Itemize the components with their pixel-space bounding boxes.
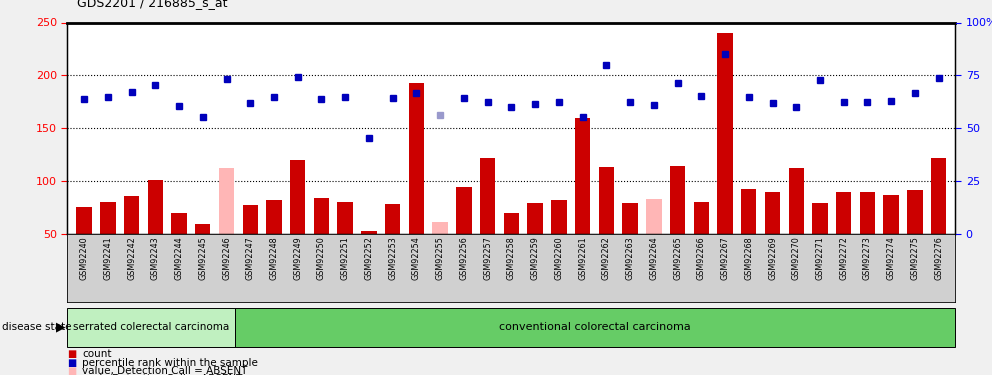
Text: ■: ■	[67, 374, 76, 375]
Bar	[235, 308, 955, 347]
Bar	[930, 158, 946, 234]
Text: GSM92270: GSM92270	[792, 236, 801, 280]
Text: GSM92265: GSM92265	[673, 236, 682, 280]
Text: GSM92245: GSM92245	[198, 236, 207, 280]
Text: GSM92256: GSM92256	[459, 236, 468, 280]
Bar	[836, 192, 851, 234]
Bar	[884, 195, 899, 234]
Text: GSM92243: GSM92243	[151, 236, 160, 280]
Bar	[646, 200, 662, 234]
Text: GSM92273: GSM92273	[863, 236, 872, 280]
Bar	[456, 187, 471, 234]
Bar	[860, 192, 875, 234]
Text: GSM92250: GSM92250	[317, 236, 326, 280]
Bar	[908, 190, 923, 234]
Bar	[812, 202, 827, 234]
Bar	[504, 213, 519, 234]
Text: GSM92267: GSM92267	[720, 236, 729, 280]
Text: GSM92261: GSM92261	[578, 236, 587, 280]
Bar	[195, 224, 210, 234]
Text: GSM92259: GSM92259	[531, 236, 540, 280]
Text: GSM92249: GSM92249	[294, 236, 303, 280]
Text: GSM92252: GSM92252	[364, 236, 373, 280]
Bar	[528, 202, 543, 234]
Text: GDS2201 / 216885_s_at: GDS2201 / 216885_s_at	[77, 0, 228, 9]
Text: value, Detection Call = ABSENT: value, Detection Call = ABSENT	[82, 366, 248, 375]
Text: serrated colerectal carcinoma: serrated colerectal carcinoma	[73, 322, 229, 332]
Text: GSM92254: GSM92254	[412, 236, 421, 280]
Text: GSM92262: GSM92262	[602, 236, 611, 280]
Bar	[337, 201, 353, 234]
Text: GSM92266: GSM92266	[696, 236, 705, 280]
Text: GSM92257: GSM92257	[483, 236, 492, 280]
Text: GSM92260: GSM92260	[555, 236, 563, 280]
Bar	[313, 198, 329, 234]
Bar	[242, 205, 258, 234]
Text: ■: ■	[67, 350, 76, 359]
Text: GSM92258: GSM92258	[507, 236, 516, 280]
Bar	[480, 158, 495, 234]
Bar	[290, 160, 306, 234]
Text: GSM92241: GSM92241	[103, 236, 112, 280]
Text: GSM92276: GSM92276	[934, 236, 943, 280]
Text: GSM92268: GSM92268	[744, 236, 753, 280]
Text: conventional colorectal carcinoma: conventional colorectal carcinoma	[500, 322, 691, 332]
Text: GSM92247: GSM92247	[246, 236, 255, 280]
Bar	[717, 33, 733, 234]
Bar	[100, 201, 115, 234]
Bar	[433, 222, 447, 234]
Text: GSM92251: GSM92251	[340, 236, 350, 280]
Bar	[148, 180, 163, 234]
Bar	[361, 231, 377, 234]
Text: ■: ■	[67, 366, 76, 375]
Text: GSM92269: GSM92269	[768, 236, 777, 280]
Bar	[266, 201, 282, 234]
Bar	[622, 202, 638, 234]
Bar	[552, 201, 566, 234]
Text: GSM92264: GSM92264	[650, 236, 659, 280]
Text: GSM92246: GSM92246	[222, 236, 231, 280]
Bar	[741, 189, 757, 234]
Text: ▶: ▶	[56, 321, 65, 334]
Text: GSM92253: GSM92253	[388, 236, 397, 280]
Text: GSM92248: GSM92248	[270, 236, 279, 280]
Text: GSM92240: GSM92240	[79, 236, 88, 280]
Bar	[172, 213, 186, 234]
Text: GSM92274: GSM92274	[887, 236, 896, 280]
Text: GSM92272: GSM92272	[839, 236, 848, 280]
Text: disease state: disease state	[2, 322, 71, 332]
Bar	[76, 207, 92, 234]
Bar	[124, 196, 139, 234]
Text: GSM92244: GSM92244	[175, 236, 184, 280]
Bar	[219, 168, 234, 234]
Text: GSM92242: GSM92242	[127, 236, 136, 280]
Bar	[385, 204, 401, 234]
Bar	[693, 201, 709, 234]
Bar	[598, 166, 614, 234]
Text: percentile rank within the sample: percentile rank within the sample	[82, 358, 258, 368]
Text: rank, Detection Call = ABSENT: rank, Detection Call = ABSENT	[82, 374, 243, 375]
Bar	[409, 83, 425, 234]
Text: count: count	[82, 350, 112, 359]
Text: GSM92263: GSM92263	[626, 236, 635, 280]
Text: ■: ■	[67, 358, 76, 368]
Bar	[575, 118, 590, 234]
Bar	[789, 168, 804, 234]
Text: GSM92255: GSM92255	[435, 236, 444, 280]
Bar	[670, 165, 685, 234]
Bar	[67, 308, 235, 347]
Text: GSM92271: GSM92271	[815, 236, 824, 280]
Bar	[765, 192, 781, 234]
Text: GSM92275: GSM92275	[911, 236, 920, 280]
